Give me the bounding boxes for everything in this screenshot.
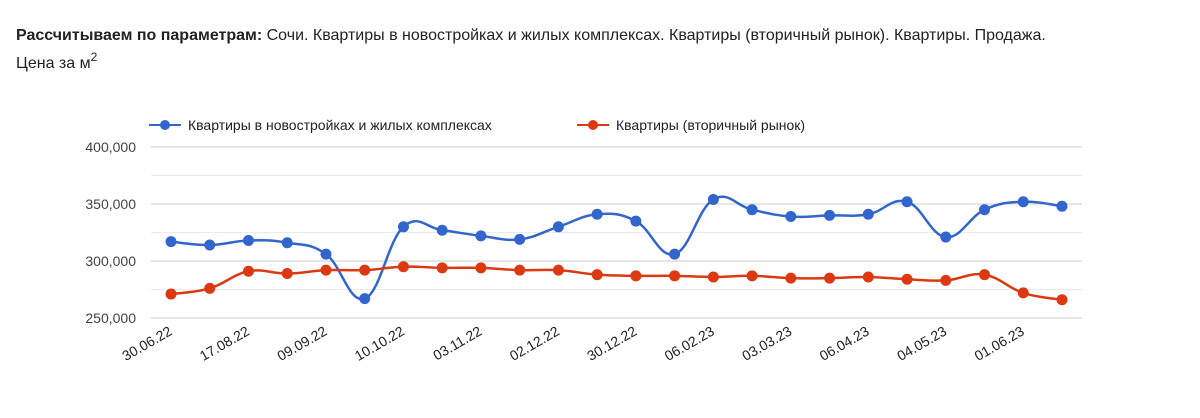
data-point[interactable] bbox=[281, 237, 293, 249]
parameters-value: Сочи. Квартиры в новостройках и жилых ко… bbox=[266, 27, 1046, 44]
parameters-text: Рассчитываем по параметрам: Сочи. Кварти… bbox=[16, 22, 1196, 78]
data-point[interactable] bbox=[591, 208, 603, 220]
data-point[interactable] bbox=[979, 269, 991, 281]
metric-superscript: 2 bbox=[90, 50, 98, 64]
data-point[interactable] bbox=[320, 264, 332, 276]
data-point[interactable] bbox=[397, 221, 409, 233]
y-axis-ticks: 400,000 350,000 300,000 250,000 bbox=[85, 139, 136, 326]
data-point[interactable] bbox=[436, 262, 448, 274]
data-series bbox=[165, 193, 1068, 306]
gridlines bbox=[151, 146, 1082, 319]
legend-item-new[interactable]: Квартиры в новостройках и жилых комплекс… bbox=[149, 117, 492, 133]
data-point[interactable] bbox=[940, 274, 952, 286]
data-point[interactable] bbox=[1017, 196, 1029, 208]
data-point[interactable] bbox=[1056, 294, 1068, 306]
data-point[interactable] bbox=[785, 272, 797, 284]
legend-label-new: Квартиры в новостройках и жилых комплекс… bbox=[188, 117, 492, 133]
x-tick-label: 01.06.23 bbox=[972, 323, 1027, 364]
data-point[interactable] bbox=[281, 268, 293, 280]
data-point[interactable] bbox=[979, 204, 991, 216]
metric-label: Цена за м bbox=[16, 55, 91, 72]
data-point[interactable] bbox=[514, 233, 526, 245]
x-tick-label: 03.03.23 bbox=[739, 323, 794, 364]
data-point[interactable] bbox=[669, 270, 681, 282]
data-point[interactable] bbox=[242, 265, 254, 277]
series-secondary-market bbox=[165, 261, 1068, 306]
data-point[interactable] bbox=[901, 273, 913, 285]
x-tick-label: 10.10.22 bbox=[352, 323, 407, 364]
data-point[interactable] bbox=[630, 215, 642, 227]
data-point[interactable] bbox=[824, 272, 836, 284]
data-point[interactable] bbox=[707, 271, 719, 283]
legend-label-secondary: Квартиры (вторичный рынок) bbox=[616, 117, 805, 133]
data-point[interactable] bbox=[320, 248, 332, 260]
x-tick-label: 17.08.22 bbox=[197, 323, 252, 364]
data-point[interactable] bbox=[785, 211, 797, 223]
data-point[interactable] bbox=[862, 208, 874, 220]
data-point[interactable] bbox=[204, 239, 216, 251]
data-point[interactable] bbox=[552, 264, 564, 276]
data-point[interactable] bbox=[707, 193, 719, 205]
data-point[interactable] bbox=[359, 293, 371, 305]
data-point[interactable] bbox=[940, 231, 952, 243]
x-tick-label: 04.05.23 bbox=[894, 323, 949, 364]
data-point[interactable] bbox=[824, 209, 836, 221]
legend-item-secondary[interactable]: Квартиры (вторичный рынок) bbox=[577, 117, 805, 133]
data-point[interactable] bbox=[475, 230, 487, 242]
y-tick-label: 300,000 bbox=[85, 253, 136, 269]
parameters-label: Рассчитываем по параметрам: bbox=[16, 27, 263, 44]
data-point[interactable] bbox=[746, 270, 758, 282]
series-line bbox=[170, 195, 1063, 301]
y-tick-label: 250,000 bbox=[85, 310, 136, 326]
series-new-buildings bbox=[165, 193, 1068, 305]
data-point[interactable] bbox=[552, 221, 564, 233]
x-tick-label: 30.12.22 bbox=[584, 323, 639, 364]
data-point[interactable] bbox=[436, 224, 448, 236]
data-point[interactable] bbox=[165, 288, 177, 300]
data-point[interactable] bbox=[1017, 287, 1029, 299]
data-point[interactable] bbox=[204, 282, 216, 294]
data-point[interactable] bbox=[862, 271, 874, 283]
data-point[interactable] bbox=[359, 264, 371, 276]
x-axis-ticks: 30.06.22 17.08.22 09.09.22 10.10.22 03.11.22… bbox=[119, 323, 1027, 364]
data-point[interactable] bbox=[669, 248, 681, 260]
legend-marker-icon bbox=[588, 120, 598, 130]
data-point[interactable] bbox=[630, 270, 642, 282]
data-point[interactable] bbox=[591, 269, 603, 281]
data-point[interactable] bbox=[165, 236, 177, 248]
legend: Квартиры в новостройках и жилых комплекс… bbox=[149, 117, 805, 133]
x-tick-label: 30.06.22 bbox=[119, 323, 174, 364]
legend-marker-icon bbox=[160, 120, 170, 130]
x-tick-label: 02.12.22 bbox=[507, 323, 562, 364]
series-line bbox=[170, 265, 1063, 301]
x-tick-label: 09.09.22 bbox=[274, 323, 329, 364]
data-point[interactable] bbox=[242, 234, 254, 246]
data-point[interactable] bbox=[475, 262, 487, 274]
data-point[interactable] bbox=[514, 264, 526, 276]
x-tick-label: 03.11.22 bbox=[430, 323, 484, 364]
x-tick-label: 06.04.23 bbox=[817, 323, 872, 364]
y-tick-label: 350,000 bbox=[85, 196, 136, 212]
data-point[interactable] bbox=[397, 261, 409, 273]
data-point[interactable] bbox=[901, 196, 913, 208]
x-tick-label: 06.02.23 bbox=[662, 323, 717, 364]
y-tick-label: 400,000 bbox=[85, 139, 136, 155]
data-point[interactable] bbox=[1056, 200, 1068, 212]
data-point[interactable] bbox=[746, 204, 758, 216]
